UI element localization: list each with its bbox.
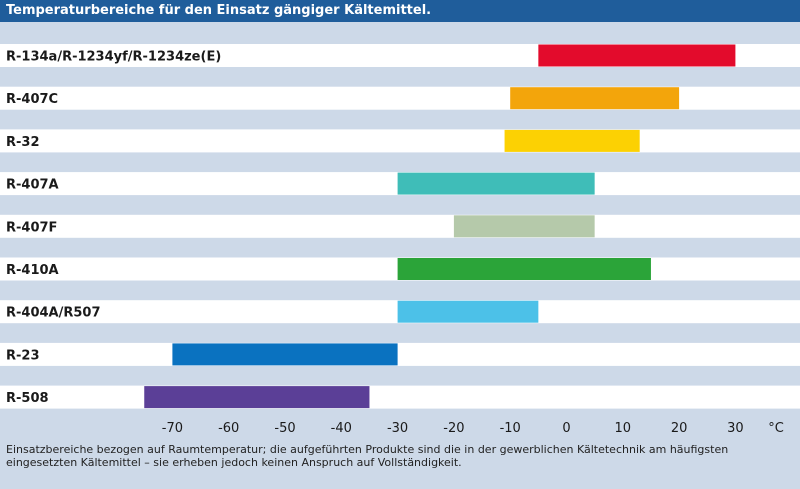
chart-footnote: Einsatzbereiche bezogen auf Raumtemperat…: [6, 443, 729, 469]
range-bar-r-407a: [397, 172, 595, 195]
range-bar-r-23: [172, 343, 398, 366]
category-label-r-508: R-508: [6, 391, 49, 406]
category-label-r-404a-r507: R-404A/R507: [6, 306, 101, 321]
row-band-r-508: [0, 385, 800, 409]
range-bar-r-410a: [397, 258, 651, 280]
category-label-r-23: R-23: [6, 348, 40, 363]
category-label-r-407c: R-407C: [6, 92, 58, 107]
x-tick-label-30: -30: [387, 421, 408, 436]
chart-title: Temperaturbereiche für den Einsatz gängi…: [0, 0, 800, 22]
category-label-r-134a-r-1234yf-r-1234ze-e: R-134a/R-1234yf/R-1234ze(E): [6, 50, 221, 65]
category-label-r-410a: R-410A: [6, 263, 59, 278]
category-label-r-32: R-32: [6, 135, 40, 150]
row-band-r-407c: [0, 86, 800, 110]
row-band-r-32: [0, 129, 800, 153]
category-label-r-407a: R-407A: [6, 178, 59, 193]
range-bar-r-508: [144, 386, 370, 409]
x-tick-label-40: -40: [331, 421, 352, 436]
range-bar-r-404a-r507: [397, 300, 539, 323]
category-label-r-407f: R-407F: [6, 220, 57, 235]
x-tick-label-30: 30: [727, 421, 744, 436]
x-tick-label-50: -50: [274, 421, 295, 436]
range-bar-r-407f: [453, 215, 595, 238]
x-tick-label-0: 0: [562, 421, 570, 436]
x-unit-label: °C: [768, 421, 784, 436]
x-tick-label-20: 20: [671, 421, 688, 436]
x-tick-label-70: -70: [162, 421, 183, 436]
x-tick-label-60: -60: [218, 421, 239, 436]
x-tick-label-10: 10: [615, 421, 632, 436]
row-band-r-23: [0, 342, 800, 366]
x-tick-label-20: -20: [443, 421, 464, 436]
x-tick-label-10: -10: [500, 421, 521, 436]
row-band-r-407f: [0, 214, 800, 238]
range-bar-r-407c: [510, 87, 680, 110]
range-bar-r-32: [504, 129, 640, 152]
range-bar-r-134a-r-1234yf-r-1234ze-e: [538, 44, 736, 67]
